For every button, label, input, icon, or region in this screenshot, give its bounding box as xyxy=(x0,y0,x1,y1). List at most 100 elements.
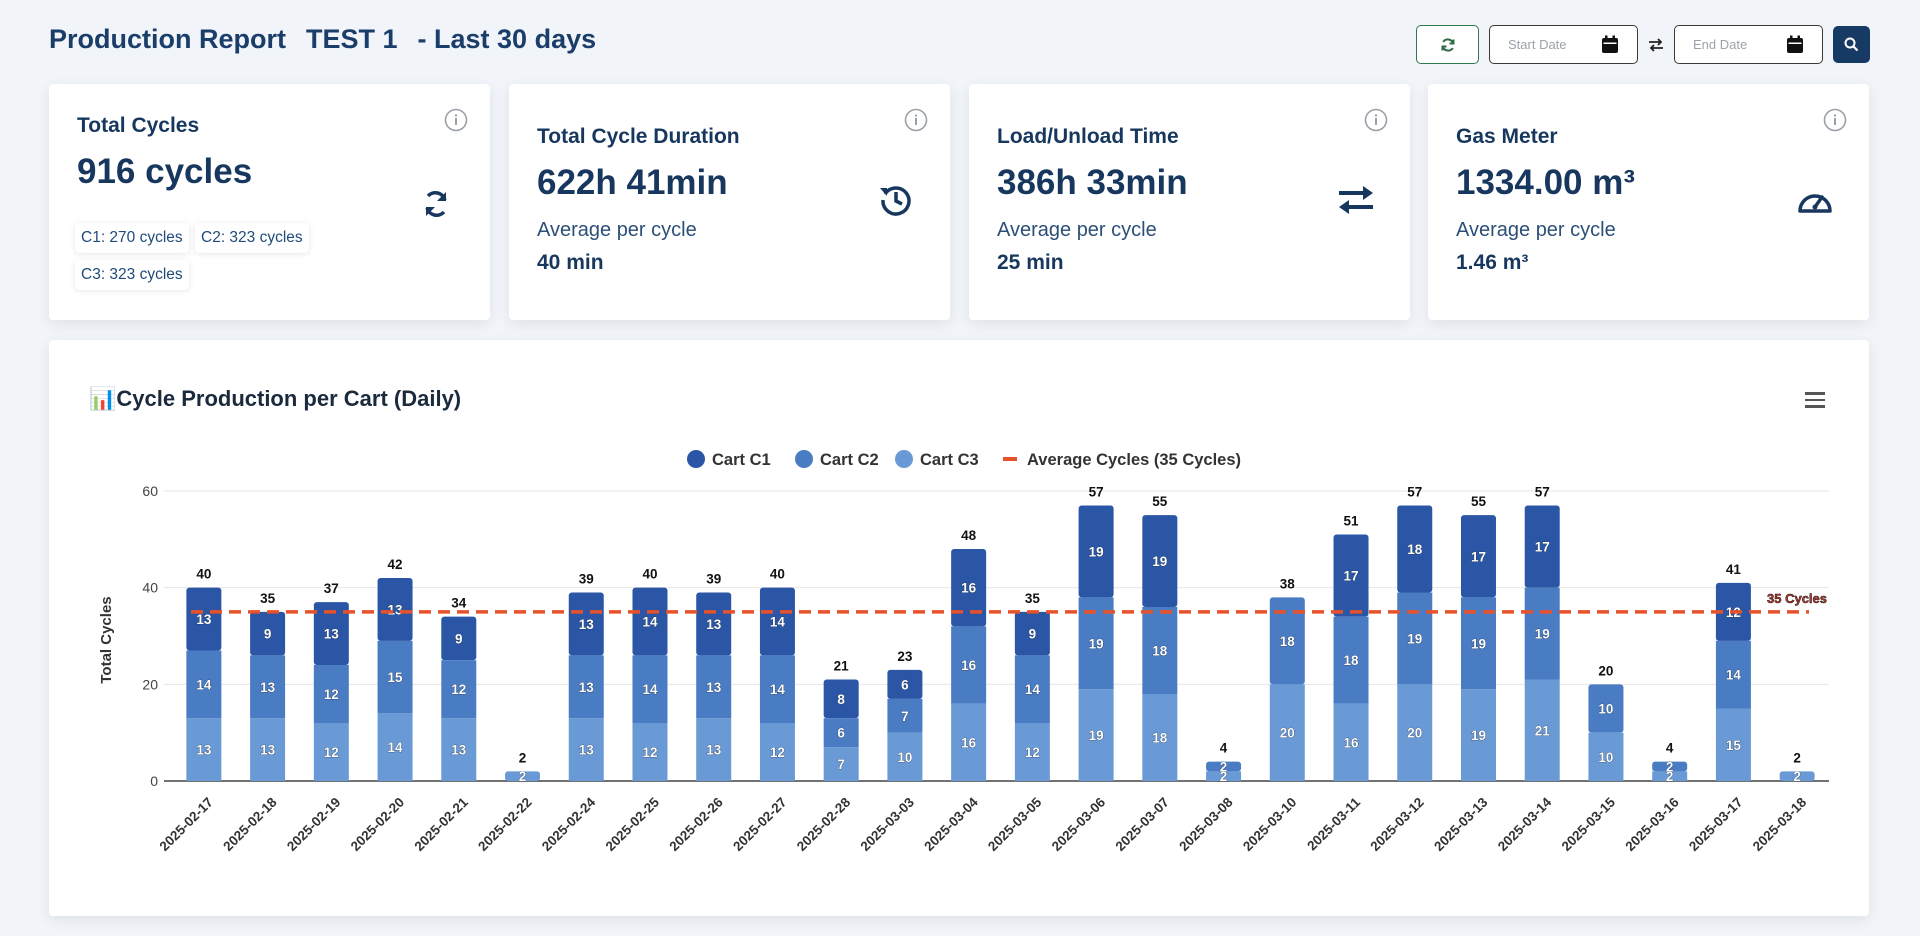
data-label: 16 xyxy=(1344,735,1360,750)
refresh-button[interactable] xyxy=(1416,25,1479,64)
legend-marker xyxy=(1003,457,1017,461)
legend-label: Average Cycles (35 Cycles) xyxy=(1027,451,1241,469)
bar-segment xyxy=(632,723,668,781)
x-tick-label: 2025-02-26 xyxy=(666,794,726,854)
bar-segment xyxy=(887,698,923,733)
x-tick-label: 2025-02-19 xyxy=(284,795,343,854)
bar-segment xyxy=(250,611,286,656)
data-label: 13 xyxy=(196,743,212,758)
bar-segment xyxy=(1588,732,1624,781)
swap-icon xyxy=(1648,37,1664,52)
card-sub-value: 1.46 m³ xyxy=(1456,251,1529,274)
x-tick-label: 2025-02-28 xyxy=(794,794,854,854)
data-label: 13 xyxy=(260,680,276,695)
x-tick-label: 2025-03-05 xyxy=(985,794,1045,854)
total-label: 39 xyxy=(706,572,721,587)
x-tick-label: 2025-03-14 xyxy=(1495,794,1555,854)
total-label: 4 xyxy=(1220,741,1228,756)
bar-segment xyxy=(1397,505,1433,593)
calendar-icon[interactable] xyxy=(1786,35,1804,54)
toolbar: Start Date End Date xyxy=(1416,25,1870,64)
total-label: 42 xyxy=(388,557,403,572)
legend-label: Cart C1 xyxy=(712,451,771,469)
chart-legend: Cart C1 Cart C2 Cart C3 Average Cycles (35 … xyxy=(687,450,1241,469)
x-tick-label: 2025-02-17 xyxy=(157,795,216,854)
data-label: 13 xyxy=(388,602,404,617)
total-label: 34 xyxy=(451,596,467,611)
total-label: 35 xyxy=(260,591,276,606)
x-tick-label: 2025-03-18 xyxy=(1750,794,1810,854)
bar-segment xyxy=(1333,534,1369,617)
search-button[interactable] xyxy=(1833,26,1870,63)
info-icon[interactable] xyxy=(444,108,468,132)
info-icon[interactable] xyxy=(1823,108,1847,132)
end-date-input[interactable]: End Date xyxy=(1674,25,1823,64)
total-label: 40 xyxy=(770,567,785,582)
bar-segment xyxy=(759,587,795,656)
data-label: 14 xyxy=(1726,668,1742,683)
total-label: 57 xyxy=(1535,485,1550,500)
y-tick-label: 40 xyxy=(142,580,158,596)
x-tick-label: 2025-02-21 xyxy=(411,794,471,854)
data-label: 14 xyxy=(770,682,786,697)
total-label: 40 xyxy=(196,567,211,582)
bar-segment xyxy=(313,602,349,665)
data-label: 13 xyxy=(260,743,276,758)
y-tick-label: 60 xyxy=(142,483,158,499)
calendar-icon[interactable] xyxy=(1601,35,1619,54)
bar-segment xyxy=(823,747,859,781)
legend-marker xyxy=(895,450,913,468)
x-tick-label: 2025-03-07 xyxy=(1113,795,1172,854)
total-label: 55 xyxy=(1471,494,1487,509)
data-label: 19 xyxy=(1471,636,1486,651)
x-tick-label: 2025-02-25 xyxy=(603,794,663,854)
y-tick-label: 0 xyxy=(150,773,158,789)
data-label: 12 xyxy=(1025,745,1040,760)
start-date-input[interactable]: Start Date xyxy=(1489,25,1638,64)
info-icon[interactable] xyxy=(904,108,928,132)
x-tick-label: 2025-03-15 xyxy=(1559,794,1619,854)
bar-segment xyxy=(696,655,732,719)
bar-segment xyxy=(250,655,286,719)
data-label: 16 xyxy=(961,735,977,750)
legend-marker xyxy=(687,450,705,468)
chart-panel: 📊Cycle Production per Cart (Daily) Cart … xyxy=(49,340,1869,916)
chart-menu-button[interactable] xyxy=(1805,392,1825,408)
info-icon[interactable] xyxy=(1364,108,1388,132)
x-tick-label: 2025-02-24 xyxy=(539,794,599,854)
chart-svg: Cart C1 Cart C2 Cart C3 Average Cycles (35 … xyxy=(98,450,1829,854)
data-label: 6 xyxy=(901,677,909,692)
data-label: 7 xyxy=(837,757,845,772)
bar-segment xyxy=(1715,640,1751,709)
data-label: 18 xyxy=(1280,634,1296,649)
bar-segment xyxy=(186,650,222,719)
bar-segment xyxy=(1014,723,1050,781)
total-label: 21 xyxy=(834,659,850,674)
average-line-group: 35 Cycles xyxy=(191,591,1827,614)
total-label: 2 xyxy=(519,750,527,765)
bar-segment xyxy=(1397,592,1433,685)
x-tick-label: 2025-03-16 xyxy=(1622,794,1682,854)
data-label: 17 xyxy=(1344,569,1359,584)
bar-segment xyxy=(250,718,286,781)
card-sub-label: Average per cycle xyxy=(537,219,697,241)
page-title: Production Report TEST 1 - Last 30 days xyxy=(49,24,596,55)
bar-segment xyxy=(1333,616,1369,704)
machine-name: TEST 1 xyxy=(306,24,398,54)
card-gas-meter: Gas Meter 1334.00 m³ Average per cycle 1… xyxy=(1428,84,1869,320)
bar-segment xyxy=(1333,703,1369,781)
chip-c1: C1: 270 cycles xyxy=(75,223,189,253)
bar-segment xyxy=(951,626,987,704)
total-label: 51 xyxy=(1344,514,1360,529)
bar-segment xyxy=(1142,515,1178,607)
bar-segment xyxy=(951,549,987,627)
bar-segment xyxy=(1206,761,1242,772)
data-label: 15 xyxy=(388,670,404,685)
end-date-placeholder: End Date xyxy=(1693,37,1748,52)
data-label: 15 xyxy=(1726,738,1742,753)
total-label: 4 xyxy=(1666,741,1674,756)
bar-segment xyxy=(1142,694,1178,781)
data-label: 19 xyxy=(1535,627,1550,642)
card-value: 386h 33min xyxy=(997,163,1188,202)
card-load-unload-time: Load/Unload Time 386h 33min Average per … xyxy=(969,84,1410,320)
